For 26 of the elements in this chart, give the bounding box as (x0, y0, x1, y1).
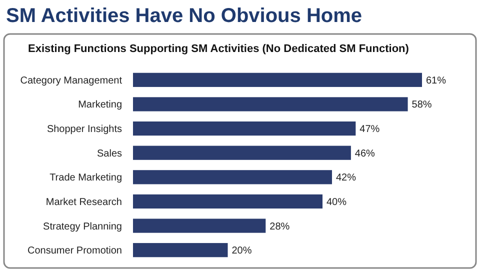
y-tick-label: Market Research (46, 196, 122, 208)
data-label: 58% (412, 100, 432, 111)
data-label: 61% (426, 75, 446, 86)
y-tick-label: Consumer Promotion (28, 246, 122, 257)
bar (133, 146, 351, 160)
data-label: 20% (232, 246, 252, 257)
y-tick-label: Shopper Insights (46, 124, 122, 136)
data-label: 42% (336, 172, 356, 184)
chart-subtitle: Existing Functions Supporting SM Activities (No Dedicated SM Function) (28, 43, 410, 55)
data-label: 40% (326, 196, 347, 208)
data-label: 28% (270, 221, 290, 232)
data-label: 46% (354, 148, 376, 160)
y-tick-label: Trade Marketing (50, 172, 122, 184)
bar (133, 218, 266, 233)
y-tick-label: Category Management (20, 75, 122, 86)
y-tick-label: Sales (96, 148, 122, 160)
y-tick-label: Strategy Planning (43, 221, 122, 232)
y-tick-label: Marketing (78, 100, 122, 111)
bar (133, 72, 422, 87)
bar (133, 170, 332, 184)
bar (133, 97, 408, 112)
chart-title: SM Activities Have No Obvious Home (6, 5, 362, 27)
data-label: 47% (360, 124, 380, 136)
bar (133, 194, 323, 209)
bar (133, 121, 356, 136)
bar (133, 243, 228, 258)
